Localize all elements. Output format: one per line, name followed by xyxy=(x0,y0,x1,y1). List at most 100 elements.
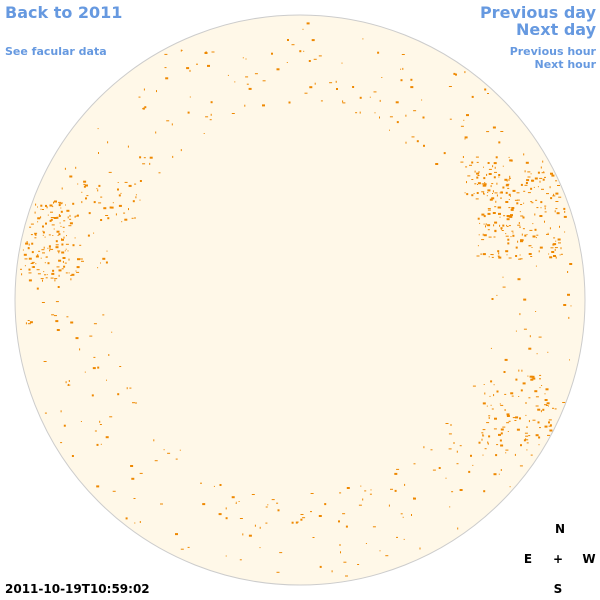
solar-feature-mark xyxy=(493,384,495,386)
solar-feature-mark xyxy=(105,261,108,264)
solar-feature-mark xyxy=(138,96,141,98)
solar-feature-mark xyxy=(534,390,538,393)
solar-feature-mark xyxy=(51,314,55,316)
solar-feature-mark xyxy=(37,254,39,257)
solar-feature-mark xyxy=(79,244,82,246)
solar-feature-mark xyxy=(563,215,567,218)
solar-feature-mark xyxy=(405,141,407,144)
solar-feature-mark xyxy=(471,194,474,197)
solar-feature-mark xyxy=(24,265,26,267)
solar-feature-mark xyxy=(65,272,68,274)
solar-feature-mark xyxy=(405,114,407,117)
solar-feature-mark xyxy=(495,200,497,203)
solar-feature-mark xyxy=(67,384,71,386)
solar-feature-mark xyxy=(41,302,45,303)
solar-feature-mark xyxy=(28,243,30,246)
solar-feature-mark xyxy=(515,246,518,249)
solar-feature-mark xyxy=(505,250,509,253)
solar-feature-mark xyxy=(544,220,545,223)
solar-feature-mark xyxy=(475,156,479,158)
solar-feature-mark xyxy=(410,78,413,81)
solar-feature-mark xyxy=(218,513,222,516)
solar-feature-mark xyxy=(196,63,198,65)
compass-west-label: W xyxy=(582,552,596,566)
solar-feature-mark xyxy=(498,256,502,259)
solar-feature-mark xyxy=(61,187,63,190)
solar-feature-mark xyxy=(482,184,486,187)
solar-feature-mark xyxy=(210,113,212,116)
solar-feature-mark xyxy=(296,521,299,523)
solar-feature-mark xyxy=(494,166,496,169)
solar-feature-mark xyxy=(308,60,311,62)
solar-feature-mark xyxy=(99,424,102,425)
solar-feature-mark xyxy=(44,236,46,238)
solar-feature-mark xyxy=(58,215,61,217)
solar-feature-mark xyxy=(476,192,479,194)
solar-feature-mark xyxy=(364,490,367,492)
solar-feature-mark xyxy=(466,193,469,196)
back-to-year-link[interactable]: Back to 2011 xyxy=(5,3,123,22)
solar-feature-mark xyxy=(528,435,531,437)
solar-feature-mark xyxy=(422,116,425,119)
solar-feature-mark xyxy=(520,389,523,392)
solar-feature-mark xyxy=(500,228,502,230)
solar-feature-mark xyxy=(75,270,77,272)
solar-feature-mark xyxy=(494,221,498,224)
solar-feature-mark xyxy=(539,427,541,429)
solar-feature-mark xyxy=(564,231,566,233)
solar-feature-mark xyxy=(31,261,35,263)
solar-feature-mark xyxy=(500,432,503,435)
solar-feature-mark xyxy=(262,104,265,107)
solar-feature-mark xyxy=(516,192,520,194)
solar-feature-mark xyxy=(493,162,497,165)
solar-feature-mark xyxy=(528,253,532,255)
solar-feature-mark xyxy=(30,263,34,264)
previous-day-link[interactable]: Previous day xyxy=(479,3,596,22)
solar-feature-mark xyxy=(507,187,510,189)
solar-feature-mark xyxy=(549,186,551,189)
solar-feature-mark xyxy=(539,177,543,179)
solar-feature-mark xyxy=(110,206,114,209)
solar-feature-mark xyxy=(539,378,541,380)
solar-feature-mark xyxy=(365,543,367,544)
solar-feature-mark xyxy=(536,353,538,355)
solar-feature-mark xyxy=(238,501,240,502)
solar-feature-mark xyxy=(505,184,509,187)
solar-feature-mark xyxy=(131,217,134,219)
solar-feature-mark xyxy=(527,171,531,173)
solar-feature-mark xyxy=(42,279,43,282)
solar-feature-mark xyxy=(31,251,34,254)
solar-feature-mark xyxy=(341,62,343,64)
solar-feature-mark xyxy=(71,455,74,457)
solar-feature-mark xyxy=(481,432,484,434)
solar-feature-mark xyxy=(488,256,490,258)
solar-feature-mark xyxy=(540,410,542,413)
next-day-link[interactable]: Next day xyxy=(516,20,596,39)
solar-feature-mark xyxy=(276,68,280,71)
solar-feature-mark xyxy=(504,393,507,395)
solar-feature-mark xyxy=(314,82,316,85)
solar-feature-mark xyxy=(500,227,503,230)
previous-hour-link[interactable]: Previous hour xyxy=(509,45,596,58)
solar-feature-mark xyxy=(531,179,533,182)
solar-feature-mark xyxy=(462,156,464,158)
solar-feature-mark xyxy=(545,405,548,406)
solar-feature-mark xyxy=(345,575,348,577)
next-hour-link[interactable]: Next hour xyxy=(534,58,597,71)
solar-feature-mark xyxy=(486,405,488,407)
solar-feature-mark xyxy=(359,111,361,114)
solar-feature-mark xyxy=(528,245,531,247)
solar-feature-mark xyxy=(34,211,36,214)
solar-feature-mark xyxy=(60,207,62,209)
solar-feature-mark xyxy=(567,293,570,296)
see-facular-data-link[interactable]: See facular data xyxy=(5,45,107,58)
solar-feature-mark xyxy=(135,194,137,196)
solar-feature-mark xyxy=(299,50,302,53)
solar-feature-mark xyxy=(40,216,42,219)
solar-feature-mark xyxy=(546,233,549,235)
solar-feature-mark xyxy=(123,212,126,214)
solar-feature-mark xyxy=(118,204,122,207)
solar-feature-mark xyxy=(494,171,497,173)
solar-feature-mark xyxy=(66,316,69,318)
